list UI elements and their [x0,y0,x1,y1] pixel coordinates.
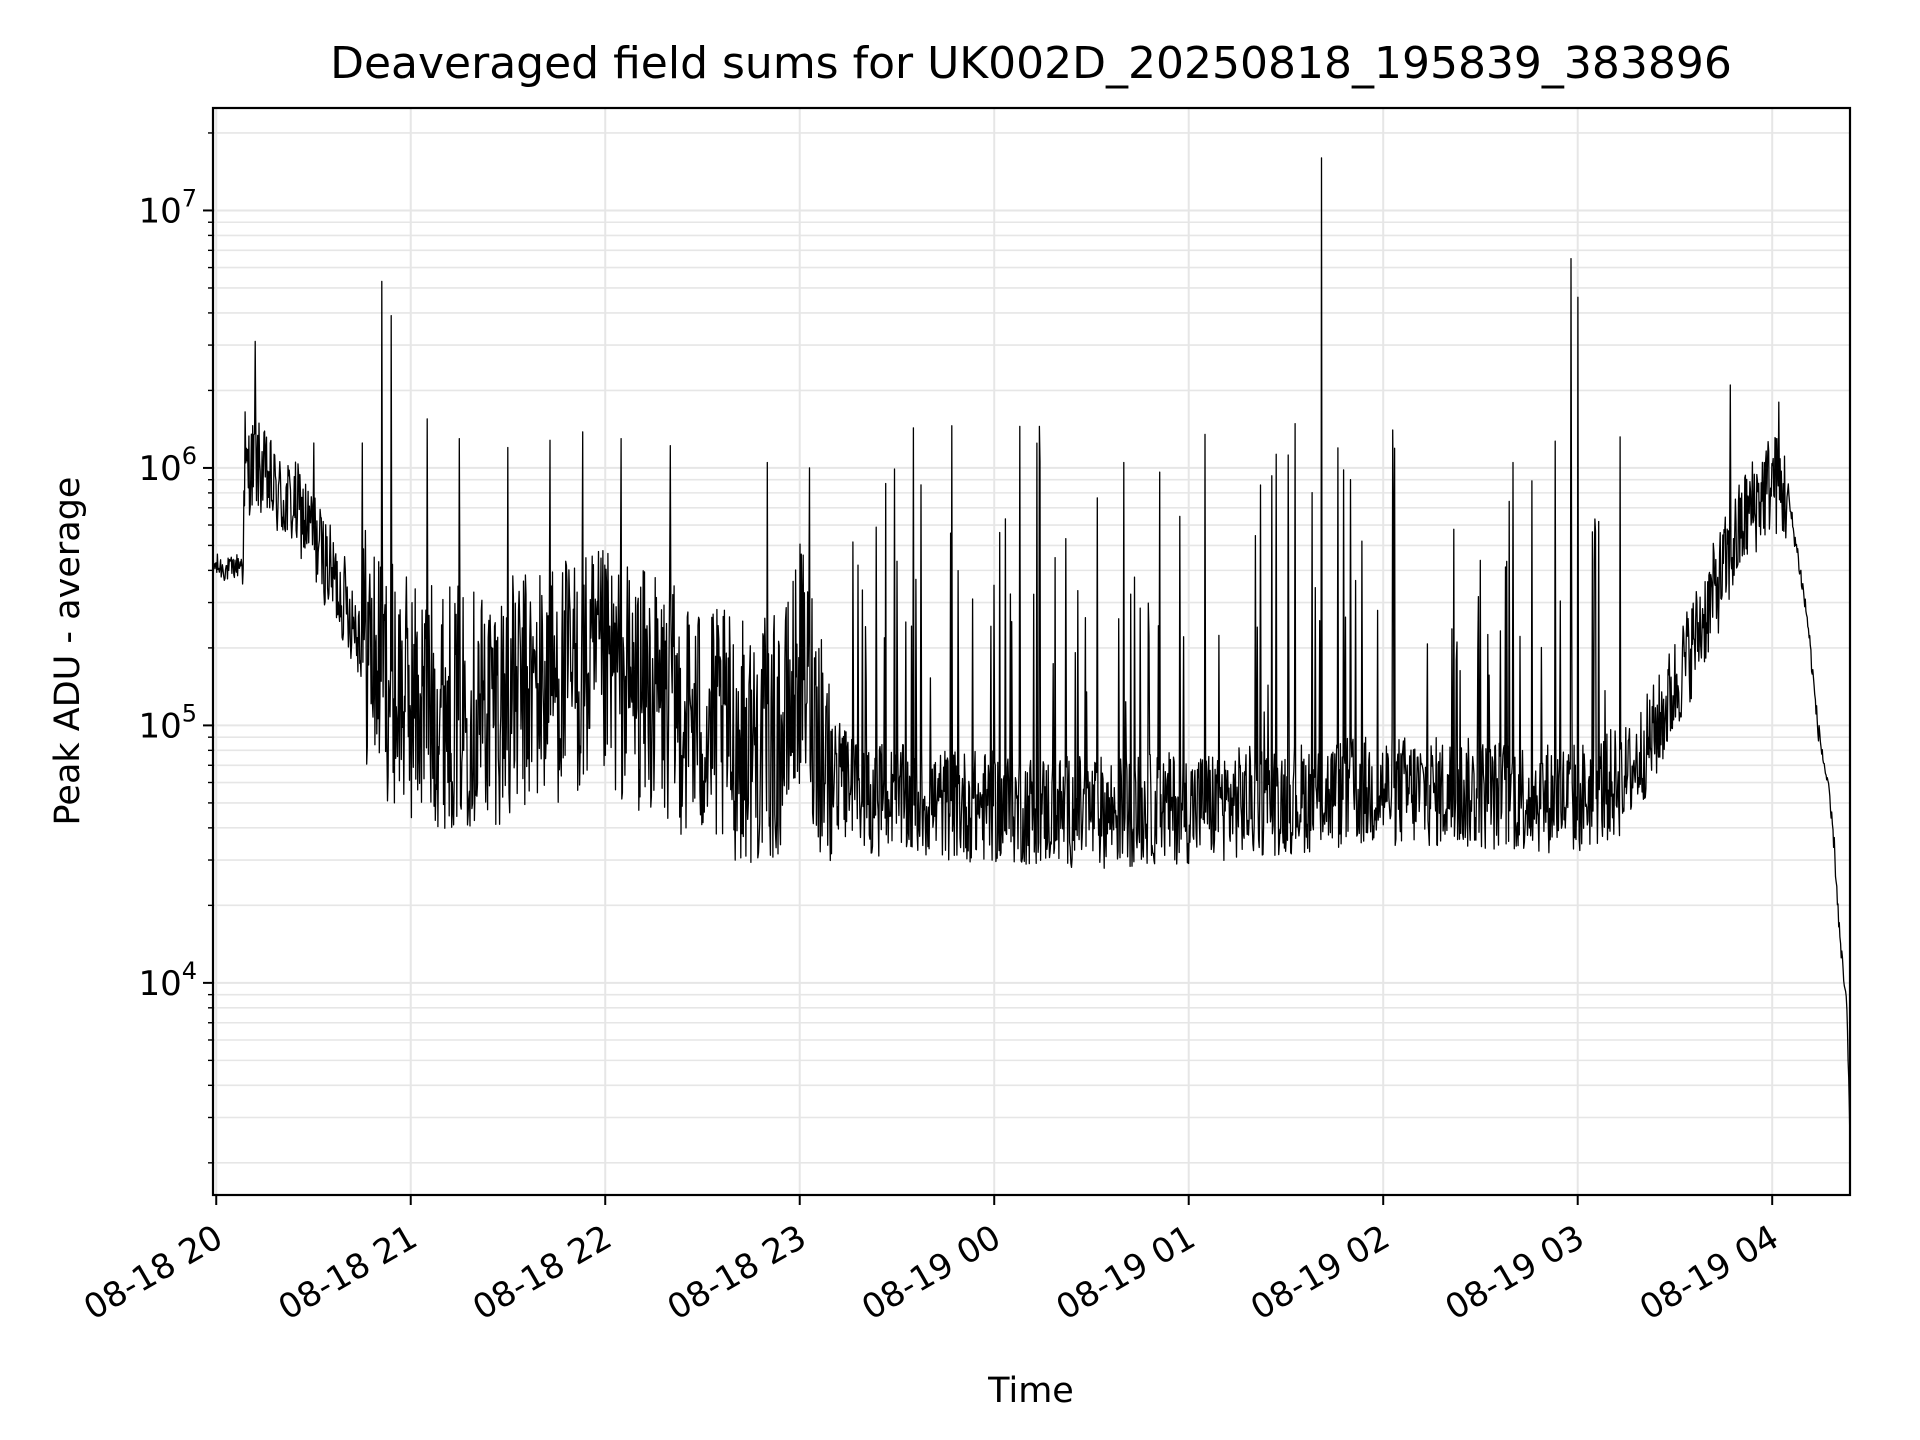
series-line [212,157,1851,1145]
y-tick-label: 105 [138,699,197,746]
x-axis-label: Time [987,1371,1074,1411]
y-axis-label: Peak ADU - average [48,477,88,826]
series-layer [212,157,1851,1145]
y-tick-label: 107 [138,184,197,231]
chart-title: Deaveraged field sums for UK002D_2025081… [330,38,1732,89]
y-tick-label: 104 [138,957,197,1004]
y-tick-label: 106 [138,442,197,489]
plot-frame [211,106,1852,1197]
